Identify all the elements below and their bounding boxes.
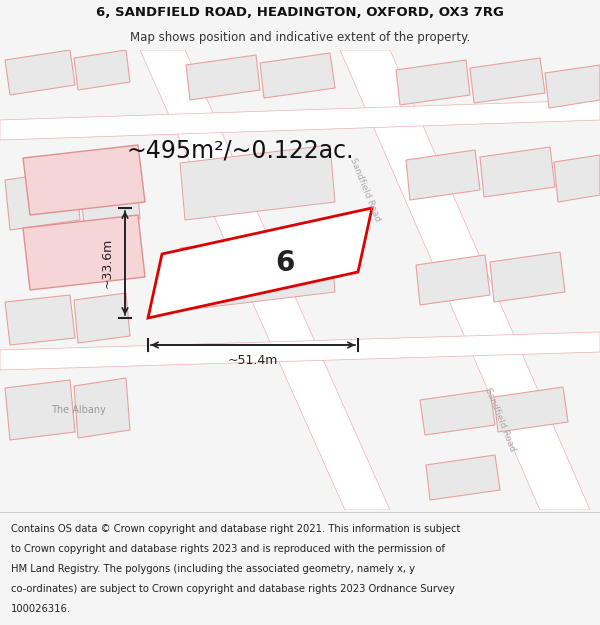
Text: 100026316.: 100026316. [11,604,71,614]
Text: 6, SANDFIELD ROAD, HEADINGTON, OXFORD, OX3 7RG: 6, SANDFIELD ROAD, HEADINGTON, OXFORD, O… [96,6,504,19]
Text: ~51.4m: ~51.4m [228,354,278,366]
Polygon shape [545,65,600,108]
Polygon shape [148,208,372,318]
Polygon shape [260,53,335,98]
Polygon shape [490,252,565,302]
Text: to Crown copyright and database rights 2023 and is reproduced with the permissio: to Crown copyright and database rights 2… [11,544,445,554]
Text: Sandfield Road: Sandfield Road [483,387,517,453]
Polygon shape [340,50,590,510]
Polygon shape [180,230,335,310]
Text: The Albany: The Albany [50,405,106,415]
Polygon shape [396,60,470,105]
Text: HM Land Registry. The polygons (including the associated geometry, namely x, y: HM Land Registry. The polygons (includin… [11,564,415,574]
Text: Sandfield Road: Sandfield Road [348,157,382,223]
Polygon shape [5,295,75,345]
Polygon shape [74,378,130,438]
Text: 6: 6 [275,249,295,277]
Polygon shape [420,390,495,435]
Polygon shape [74,50,130,90]
Polygon shape [0,100,600,140]
Polygon shape [186,55,260,100]
Polygon shape [480,147,555,197]
Polygon shape [470,58,545,103]
Polygon shape [0,332,600,370]
Polygon shape [80,169,140,227]
Text: co-ordinates) are subject to Crown copyright and database rights 2023 Ordnance S: co-ordinates) are subject to Crown copyr… [11,584,455,594]
Polygon shape [416,255,490,305]
Polygon shape [5,50,75,95]
Polygon shape [140,50,390,510]
Text: ~33.6m: ~33.6m [101,238,113,288]
Text: Map shows position and indicative extent of the property.: Map shows position and indicative extent… [130,31,470,44]
Polygon shape [406,150,480,200]
Polygon shape [5,380,75,440]
Polygon shape [180,145,335,220]
Polygon shape [426,455,500,500]
Polygon shape [554,155,600,202]
Polygon shape [23,145,145,215]
Polygon shape [5,170,80,230]
Text: Contains OS data © Crown copyright and database right 2021. This information is : Contains OS data © Crown copyright and d… [11,524,460,534]
Polygon shape [494,387,568,432]
Polygon shape [23,215,145,290]
Text: ~495m²/~0.122ac.: ~495m²/~0.122ac. [126,138,354,162]
Polygon shape [74,293,130,343]
